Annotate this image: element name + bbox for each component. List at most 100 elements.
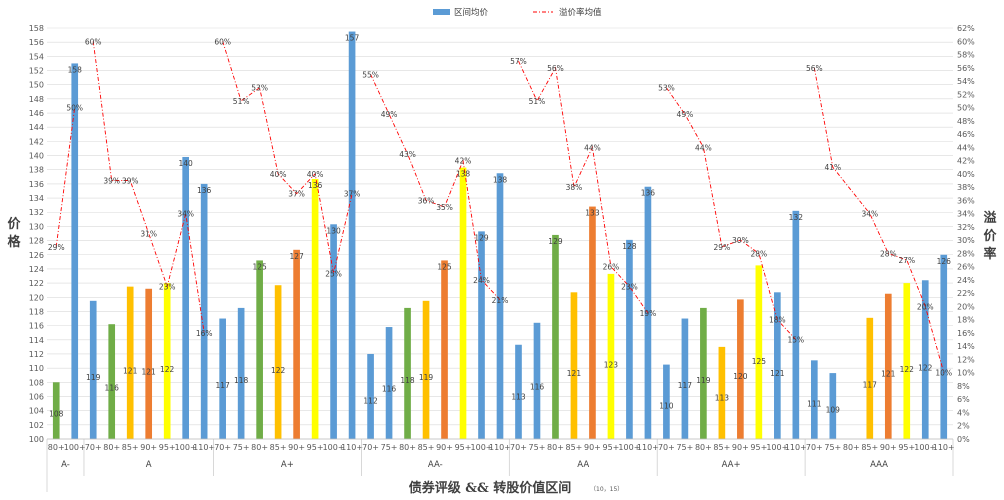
bar-data-label: 128 bbox=[622, 242, 637, 251]
x-tick-label: 95+ bbox=[159, 443, 176, 452]
x-axis-title-text: 债券评级 && 转股价值区间 bbox=[409, 480, 572, 496]
x-tick-label: 80+ bbox=[103, 443, 120, 452]
x-tick-label: 110+ bbox=[637, 443, 659, 452]
bar-data-label: 122 bbox=[160, 365, 175, 374]
bar-data-label: 136 bbox=[308, 181, 323, 190]
bar bbox=[829, 373, 837, 439]
bar bbox=[145, 288, 153, 439]
y-left-tick-label: 134 bbox=[29, 194, 44, 203]
premium-data-label: 40% bbox=[307, 170, 324, 179]
x-tick-label: 75+ bbox=[233, 443, 250, 452]
y-right-tick-label: 2% bbox=[957, 422, 970, 431]
premium-data-label: 15% bbox=[788, 336, 805, 345]
y-left-tick-label: 146 bbox=[29, 109, 44, 118]
premium-data-label: 51% bbox=[529, 97, 546, 106]
y-left-tick-label: 130 bbox=[29, 222, 44, 231]
bar-data-label: 116 bbox=[105, 383, 120, 392]
premium-data-label: 53% bbox=[658, 84, 675, 93]
y-right-tick-label: 0% bbox=[957, 435, 970, 444]
x-tick-label: 85+ bbox=[713, 443, 730, 452]
legend-bar-swatch bbox=[433, 9, 450, 15]
x-tick-label: 70+ bbox=[362, 443, 379, 452]
group-label: A+ bbox=[281, 460, 294, 470]
premium-data-label: 41% bbox=[824, 163, 841, 172]
premium-data-label: 56% bbox=[806, 64, 823, 73]
legend: 区间均价 溢价率均值 bbox=[433, 7, 602, 18]
group-label: A- bbox=[61, 460, 70, 470]
y-right-tick-label: 52% bbox=[957, 90, 975, 99]
x-tick-label: 95+ bbox=[750, 443, 767, 452]
bar-data-label: 120 bbox=[733, 372, 748, 381]
y-left-tick-label: 102 bbox=[29, 421, 44, 430]
bar-data-label: 158 bbox=[68, 65, 83, 74]
y-left-tick-label: 136 bbox=[29, 180, 44, 189]
y-left-tick-label: 122 bbox=[29, 279, 44, 288]
bar-data-label: 126 bbox=[937, 257, 952, 266]
y-right-tick-label: 50% bbox=[957, 104, 975, 113]
premium-data-label: 43% bbox=[399, 150, 416, 159]
premium-data-label: 16% bbox=[196, 329, 213, 338]
premium-series-line bbox=[55, 107, 76, 247]
bar-data-label: 130 bbox=[326, 226, 341, 235]
y-left-tick-label: 114 bbox=[29, 336, 44, 345]
y-right-tick-label: 62% bbox=[957, 24, 975, 33]
y-right-tick-label: 36% bbox=[957, 196, 975, 205]
bar-data-label: 112 bbox=[363, 397, 378, 406]
x-tick-label: 100+ bbox=[766, 443, 788, 452]
group-label: AA+ bbox=[722, 460, 741, 470]
premium-data-label: 38% bbox=[566, 183, 583, 192]
y-right-tick-label: 22% bbox=[957, 289, 975, 298]
y-right-tick-label: 60% bbox=[957, 37, 975, 46]
x-tick-label: 80+ bbox=[399, 443, 416, 452]
bar bbox=[533, 322, 541, 439]
premium-data-label: 23% bbox=[621, 283, 638, 292]
x-tick-label: 95+ bbox=[602, 443, 619, 452]
y-right-tick-label: 54% bbox=[957, 77, 975, 86]
x-tick-label: 80+ bbox=[695, 443, 712, 452]
x-tick-label: 90+ bbox=[584, 443, 601, 452]
premium-data-label: 35% bbox=[436, 203, 453, 212]
y-left-tick-label: 142 bbox=[29, 137, 44, 146]
x-tick-label: 110+ bbox=[341, 443, 363, 452]
y-left-tick-label: 158 bbox=[29, 24, 44, 33]
y-left-tick-label: 124 bbox=[29, 265, 44, 274]
premium-data-label: 56% bbox=[547, 64, 564, 73]
bar-data-label: 113 bbox=[715, 394, 730, 403]
x-tick-label: 80+ bbox=[547, 443, 564, 452]
group-label: AA bbox=[577, 460, 589, 470]
y-right-tick-label: 32% bbox=[957, 223, 975, 232]
bar bbox=[626, 239, 633, 439]
bar-data-label: 118 bbox=[234, 376, 249, 385]
premium-data-label: 57% bbox=[510, 57, 527, 66]
bar bbox=[515, 344, 522, 439]
y-right-tick-label: 16% bbox=[957, 329, 975, 338]
premium-data-label: 28% bbox=[880, 249, 897, 258]
x-tick-label: 100+ bbox=[64, 443, 86, 452]
y-left-tick-label: 152 bbox=[29, 67, 44, 76]
y-right-tick-label: 58% bbox=[957, 51, 975, 60]
y-left-tick-label: 150 bbox=[29, 81, 44, 90]
premium-data-label: 23% bbox=[159, 283, 176, 292]
x-tick-label: 110+ bbox=[933, 443, 955, 452]
bar-data-label: 122 bbox=[900, 365, 915, 374]
bars bbox=[52, 31, 948, 440]
y-right-tick-label: 26% bbox=[957, 263, 975, 272]
premium-data-label: 10% bbox=[935, 369, 952, 378]
bar bbox=[718, 346, 726, 439]
bar-data-label: 138 bbox=[493, 175, 508, 184]
premium-data-label: 24% bbox=[473, 276, 490, 285]
bar bbox=[404, 307, 411, 439]
premium-data-label: 25% bbox=[325, 269, 342, 278]
bar bbox=[700, 307, 707, 439]
premium-data-label: 49% bbox=[381, 110, 398, 119]
x-tick-label: 80+ bbox=[251, 443, 268, 452]
y-left-tick-label: 100 bbox=[29, 435, 44, 444]
y-left-tick-label: 112 bbox=[29, 350, 44, 359]
bar bbox=[163, 283, 171, 439]
y-right-tick-label: 20% bbox=[957, 302, 975, 311]
premium-data-label: 60% bbox=[214, 37, 231, 46]
bar-data-label: 129 bbox=[548, 237, 563, 246]
x-tick-label: 75+ bbox=[381, 443, 398, 452]
